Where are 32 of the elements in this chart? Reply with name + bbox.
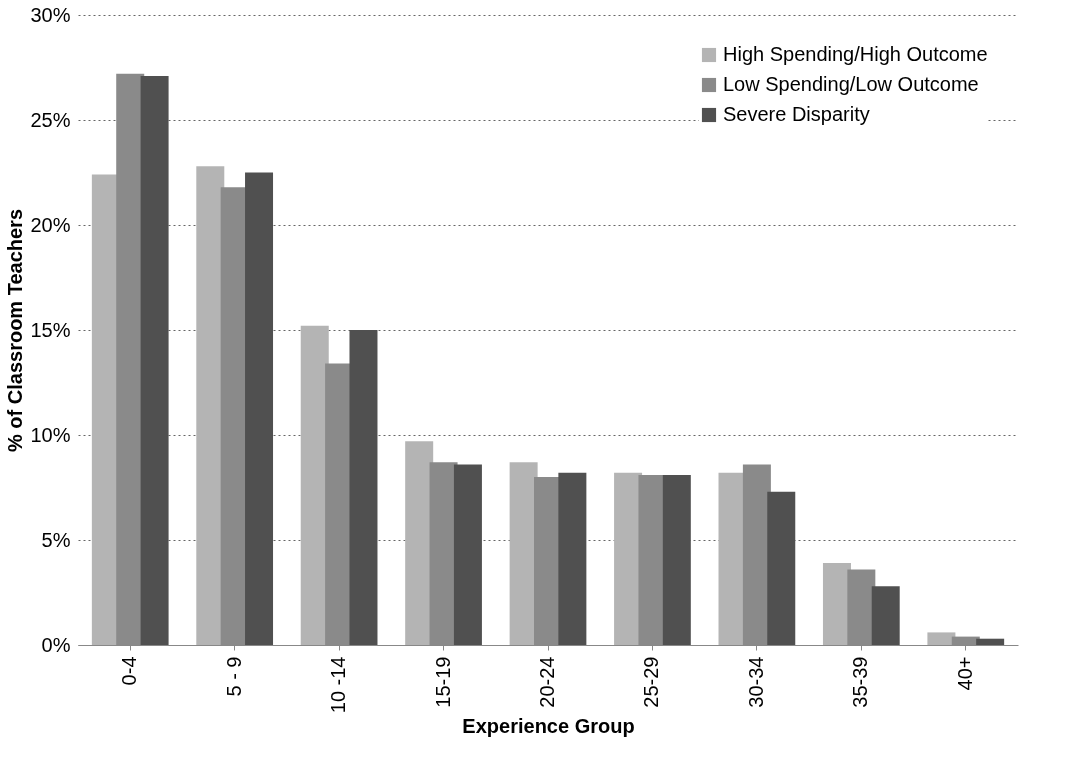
y-tick-label: 20% [30, 213, 71, 236]
legend-label: High Spending/High Outcome [723, 43, 988, 65]
x-tick-label: 35-39 [849, 656, 872, 708]
x-tick-label: 30-34 [744, 656, 767, 708]
bar [245, 172, 274, 645]
y-tick-label: 10% [30, 423, 71, 446]
y-tick-label: 0% [41, 633, 71, 656]
x-tick-label: 20-24 [536, 656, 558, 708]
legend-label: Low Spending/Low Outcome [723, 73, 979, 95]
y-axis-title: % of Classroom Teachers [4, 208, 27, 453]
y-tick-label: 15% [30, 318, 71, 341]
bar [662, 474, 691, 645]
bar [871, 586, 900, 645]
x-tick-label: 10 -14 [327, 656, 350, 714]
bar [927, 632, 956, 645]
x-tick-label: 25-29 [640, 656, 663, 708]
bar [453, 464, 482, 645]
bar [349, 330, 378, 645]
bar [976, 638, 1005, 645]
bar [405, 441, 434, 645]
y-tick-label: 25% [30, 108, 71, 131]
x-tick-label: 15-19 [431, 656, 454, 708]
bar [140, 75, 169, 645]
bar [558, 472, 587, 645]
x-tick-label: 0-4 [118, 656, 141, 686]
y-tick-label: 30% [30, 3, 71, 26]
x-tick-label: 40+ [953, 656, 976, 691]
x-axis-title: Experience Group [462, 715, 635, 738]
y-tick-label: 5% [41, 528, 71, 551]
bar [767, 491, 796, 645]
x-tick-label: 5 - 9 [222, 656, 245, 697]
legend-label: Severe Disparity [723, 103, 870, 125]
